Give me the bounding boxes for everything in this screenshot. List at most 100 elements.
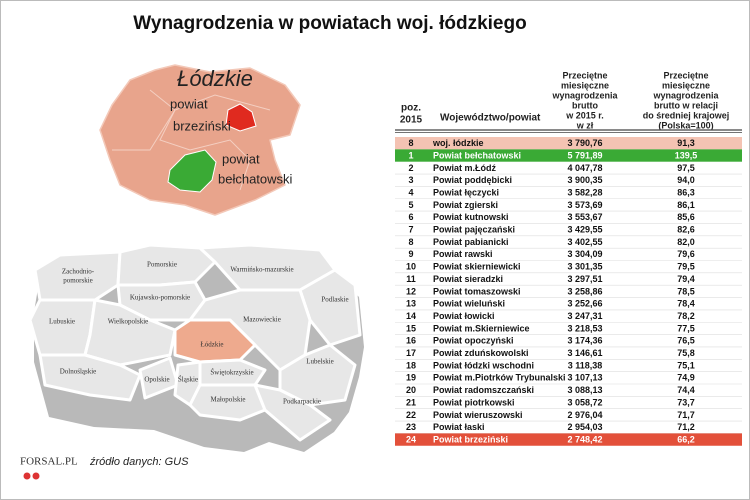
voivodeship-label: Łódzkie — [201, 341, 224, 349]
table-cell: 78,2 — [677, 311, 695, 321]
column-header: 2015 — [400, 115, 423, 126]
table-cell: 3 573,69 — [567, 200, 602, 210]
table-cell: 4 047,78 — [567, 163, 602, 173]
table-cell: 86,1 — [677, 200, 695, 210]
voivodeship-label: Kujawsko-pomorskie — [130, 294, 190, 302]
voivodeship — [83, 298, 177, 367]
column-header: (Polska=100) — [658, 120, 713, 130]
district-label: powiat — [222, 151, 260, 166]
district-brzezinski — [225, 103, 257, 132]
column-header: do średniej krajowej — [643, 110, 730, 120]
poland-map: Zachodnio-pomorskie Pomorskie Warmińsko-ma… — [28, 243, 364, 452]
table-cell: 77,5 — [677, 323, 695, 333]
source: źródło danych: GUS — [89, 456, 189, 468]
voivodeship-label: Mazowieckie — [243, 316, 281, 324]
table-cell: 139,5 — [675, 150, 698, 160]
table-cell: Powiat rawski — [433, 249, 493, 259]
table-cell: 78,5 — [677, 286, 695, 296]
table-cell: 79,5 — [677, 262, 695, 272]
table-cell: 76,5 — [677, 336, 695, 346]
table-cell: 2 748,42 — [567, 434, 602, 444]
logo: FORSAL.PL — [20, 456, 78, 468]
table-cell: 20 — [406, 385, 416, 395]
table-cell: Powiat sieradzki — [433, 274, 503, 284]
table-cell: 7 — [408, 225, 413, 235]
table-cell: 3 900,35 — [567, 175, 602, 185]
table-cell: 2 954,03 — [567, 422, 602, 432]
district-border — [112, 94, 271, 151]
column-header: brutto w relacji — [654, 100, 718, 110]
voivodeship-label: pomorskie — [63, 277, 93, 285]
voivodeship-label: Dolnośląskie — [60, 368, 97, 376]
table-cell: 4 — [408, 187, 413, 197]
table-cell: 78,4 — [677, 299, 695, 309]
row-highlight — [395, 149, 742, 162]
table-cell: 3 297,51 — [567, 274, 602, 284]
table-cell: Powiat brzeziński — [433, 434, 508, 444]
table-cell: Powiat wieruszowski — [433, 410, 523, 420]
table-cell: 14 — [406, 311, 416, 321]
voivodeship-label: Podlaskie — [321, 296, 348, 304]
table-cell: 3 429,55 — [567, 225, 602, 235]
table-cell: 82,0 — [677, 237, 695, 247]
table-cell: 3 058,72 — [567, 397, 602, 407]
table-cell: Powiat opoczyński — [433, 336, 514, 346]
table-cell: 3 402,55 — [567, 237, 602, 247]
table-cell: 5 — [408, 200, 413, 210]
table-cell: 79,4 — [677, 274, 695, 284]
table-cell: 3 252,66 — [567, 299, 602, 309]
table-cell: 3 218,53 — [567, 323, 602, 333]
voivodeship-label: Opolskie — [144, 376, 169, 384]
table-cell: Powiat piotrkowski — [433, 397, 515, 407]
column-header: Przeciętne — [562, 70, 607, 80]
table-cell: 73,7 — [677, 397, 695, 407]
table-cell: Powiat poddębicki — [433, 175, 512, 185]
voivodeship-label: Zachodnio- — [62, 268, 95, 276]
table-cell: Powiat bełchatowski — [433, 150, 521, 160]
table-cell: 3 790,76 — [567, 138, 602, 148]
table-cell: 75,1 — [677, 360, 695, 370]
voivodeship — [38, 353, 142, 402]
table: poz.2015 Województwo/powiatPrzeciętnemies… — [395, 70, 742, 446]
table-cell: 5 791,89 — [567, 150, 602, 160]
table-cell: 12 — [406, 286, 416, 296]
table-cell: 86,3 — [677, 187, 695, 197]
logo-icon — [32, 472, 40, 480]
table-cell: Powiat łęczycki — [433, 187, 499, 197]
table-cell: 16 — [406, 336, 416, 346]
column-header: brutto — [572, 100, 598, 110]
table-cell: Powiat zduńskowolski — [433, 348, 529, 358]
region-title: Łódzkie — [177, 66, 253, 91]
voivodeship — [28, 298, 97, 357]
table-cell: Powiat łaski — [433, 422, 485, 432]
row-highlight — [395, 137, 742, 150]
table-cell: 3 553,67 — [567, 212, 602, 222]
table-cell: 66,2 — [677, 434, 695, 444]
table-cell: Powiat łowicki — [433, 311, 495, 321]
table-cell: 74,4 — [677, 385, 695, 395]
column-header: miesięczne — [662, 80, 710, 90]
voivodeship — [173, 318, 257, 364]
region-shape — [99, 64, 301, 216]
table-cell: 71,7 — [677, 410, 695, 420]
title: Wynagrodzenia w powiatach woj. łódzkiego — [133, 13, 526, 34]
table-cell: Powiat łódzki wschodni — [433, 360, 534, 370]
table-cell: 79,6 — [677, 249, 695, 259]
table-cell: 9 — [408, 249, 413, 259]
column-header: miesięczne — [561, 80, 609, 90]
table-cell: 17 — [406, 348, 416, 358]
table-cell: 71,2 — [677, 422, 695, 432]
voivodeship-label: Wielkopolskie — [108, 318, 149, 326]
table-cell: 3 304,09 — [567, 249, 602, 259]
table-cell: 3 247,31 — [567, 311, 602, 321]
table-cell: Powiat skierniewicki — [433, 262, 521, 272]
table-cell: Powiat zgierski — [433, 200, 498, 210]
voivodeship-label: Świętokrzyskie — [210, 369, 253, 377]
table-cell: Powiat pajęczański — [433, 225, 515, 235]
column-header: wynagrodzenia — [652, 90, 719, 100]
voivodeship-label: Lubuskie — [49, 318, 75, 326]
table-cell: woj. łódzkie — [432, 138, 484, 148]
table-cell: 97,5 — [677, 163, 695, 173]
table-cell: 3 582,28 — [567, 187, 602, 197]
